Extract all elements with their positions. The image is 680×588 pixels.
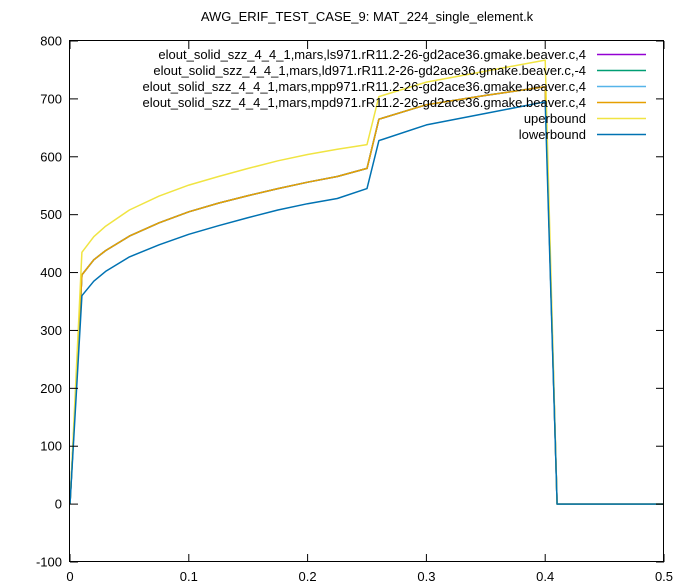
legend-label: uperbound: [524, 111, 586, 126]
legend-label: lowerbound: [519, 127, 586, 142]
x-tick-label: 0.1: [180, 569, 198, 584]
y-tick-label: 400: [40, 265, 62, 280]
series-line: [69, 101, 664, 505]
legend: elout_solid_szz_4_4_1,mars,ls971.rR11.2-…: [143, 47, 646, 142]
series-line: [69, 85, 664, 505]
y-tick-label: 800: [40, 34, 62, 49]
y-tick-label: 200: [40, 381, 62, 396]
series-line: [69, 85, 664, 505]
series-line: [69, 85, 664, 505]
series-layer: [69, 59, 664, 505]
y-tick-label: -100: [36, 555, 62, 570]
x-tick-label: 0.2: [299, 569, 317, 584]
legend-label: elout_solid_szz_4_4_1,mars,ld971.rR11.2-…: [153, 63, 586, 78]
legend-label: elout_solid_szz_4_4_1,mars,ls971.rR11.2-…: [158, 47, 586, 62]
x-tick-label: 0: [66, 569, 73, 584]
axis-layer: -100 0 100 200 300 400 500 600 700 800 0 0.1 0.2 0.3 0…: [36, 34, 673, 585]
y-tick-label: 100: [40, 439, 62, 454]
legend-label: elout_solid_szz_4_4_1,mars,mpd971.rR11.2…: [143, 95, 586, 110]
series-line: [69, 59, 664, 505]
chart-title: AWG_ERIF_TEST_CASE_9: MAT_224_single_ele…: [201, 9, 534, 24]
plot-frame: [69, 40, 664, 562]
x-tick-label: 0.3: [417, 569, 435, 584]
y-tick-label: 700: [40, 91, 62, 106]
y-tick-label: 300: [40, 323, 62, 338]
y-tick-label: 0: [55, 497, 62, 512]
y-tick-label: 600: [40, 149, 62, 164]
y-tick-label: 500: [40, 207, 62, 222]
x-tick-label: 0.5: [655, 569, 673, 584]
x-tick-label: 0.4: [536, 569, 554, 584]
series-line: [69, 85, 664, 505]
legend-label: elout_solid_szz_4_4_1,mars,mpp971.rR11.2…: [143, 79, 586, 94]
